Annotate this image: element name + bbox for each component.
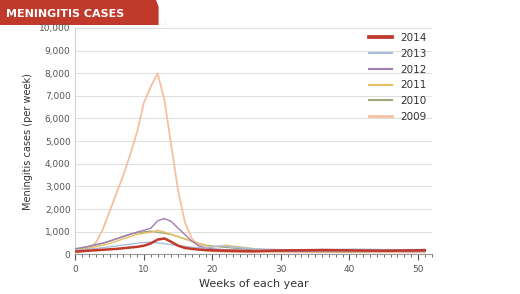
Y-axis label: Meningitis cases (per week): Meningitis cases (per week) [23, 73, 33, 210]
Polygon shape [159, 0, 166, 25]
Polygon shape [0, 0, 166, 25]
Legend: 2014, 2013, 2012, 2011, 2010, 2009: 2014, 2013, 2012, 2011, 2010, 2009 [369, 33, 426, 122]
Text: MENINGITIS CASES: MENINGITIS CASES [6, 9, 124, 19]
X-axis label: Weeks of each year: Weeks of each year [199, 279, 308, 289]
